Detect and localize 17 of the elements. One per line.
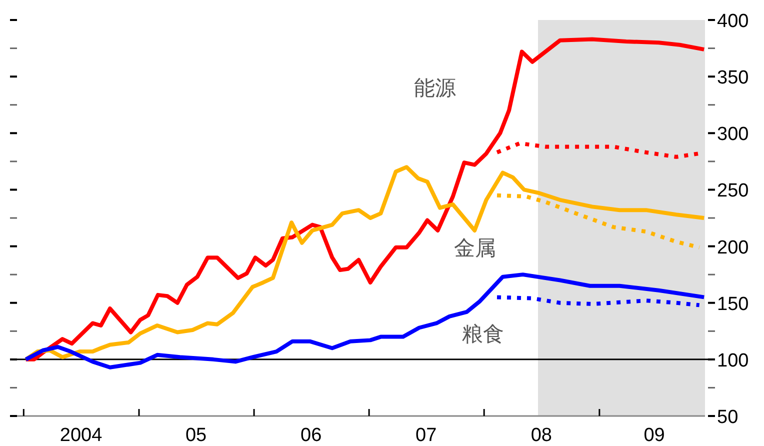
y-tick-label: 200 [717,237,749,258]
x-tick-label: 05 [185,425,207,446]
x-tick-label: 09 [644,425,665,446]
y-tick-label: 350 [717,68,749,89]
x-tick-label: 06 [300,425,322,446]
x-tick-label: 07 [416,425,437,446]
y-tick-label: 50 [717,407,738,428]
x-tick-label: 2004 [60,425,103,446]
y-tick-label: 100 [717,350,749,372]
y-tick-label: 250 [717,180,749,202]
y-tick-label: 400 [717,11,749,32]
y-tick-label: 150 [717,294,749,315]
y-tick-label: 300 [717,124,749,146]
series-name: 粮食 [462,323,504,346]
x-tick-label: 08 [530,425,552,446]
series-name: 金属 [454,237,496,260]
series-name: 能源 [414,77,456,100]
